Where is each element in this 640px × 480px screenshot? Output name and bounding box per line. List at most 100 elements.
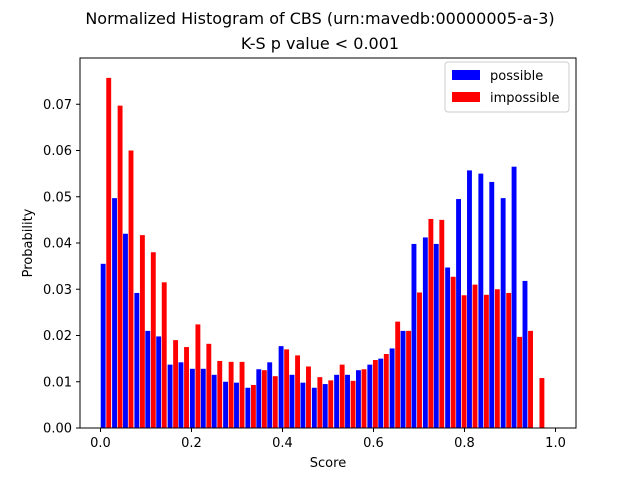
- chart-subtitle: K-S p value < 0.001: [241, 34, 399, 53]
- bar-impossible-17: [295, 355, 301, 428]
- bar-impossible-34: [483, 294, 489, 428]
- bar-possible-7: [178, 362, 184, 428]
- bar-possible-3: [134, 292, 140, 428]
- bar-impossible-5: [161, 282, 167, 428]
- bar-impossible-39: [539, 378, 545, 428]
- bar-possible-5: [156, 336, 162, 428]
- bar-possible-6: [167, 364, 173, 428]
- x-axis-label: Score: [310, 456, 346, 471]
- bar-impossible-0: [106, 77, 112, 428]
- bar-impossible-28: [417, 292, 422, 428]
- bar-possible-12: [234, 382, 239, 428]
- bar-possible-0: [100, 263, 106, 428]
- x-tick-label: 0.2: [181, 436, 202, 451]
- bar-possible-26: [389, 348, 395, 428]
- bar-possible-14: [256, 369, 262, 428]
- y-tick-label: 0.07: [43, 98, 72, 113]
- legend-swatch-possible: [452, 70, 480, 80]
- y-axis: 0.00 0.01 0.02 0.03 0.04 0.05 0.06 0.07: [43, 98, 80, 437]
- y-tick-label: 0.02: [43, 329, 72, 344]
- bar-impossible-20: [328, 380, 334, 428]
- bar-impossible-37: [517, 336, 523, 428]
- bar-possible-9: [200, 368, 206, 428]
- bar-possible-34: [478, 173, 484, 428]
- bar-impossible-8: [195, 324, 201, 428]
- bar-impossible-10: [217, 360, 223, 428]
- bar-possible-23: [355, 370, 361, 428]
- bar-possible-2: [123, 233, 128, 428]
- bar-possible-1: [112, 198, 117, 428]
- bar-possible-13: [245, 387, 251, 428]
- bar-impossible-6: [173, 340, 179, 428]
- bar-impossible-26: [395, 321, 401, 428]
- bar-impossible-32: [461, 295, 467, 428]
- bar-impossible-13: [250, 384, 256, 428]
- x-tick-label: 0.4: [272, 436, 293, 451]
- x-tick-label: 1.0: [545, 436, 566, 451]
- bar-impossible-19: [317, 377, 323, 428]
- bar-possible-17: [289, 374, 295, 428]
- bar-impossible-1: [117, 105, 123, 428]
- bar-impossible-3: [139, 235, 145, 428]
- bar-possible-28: [411, 243, 417, 428]
- y-tick-label: 0.01: [43, 375, 72, 390]
- legend: possible impossible: [444, 61, 570, 113]
- bar-possible-27: [400, 330, 406, 428]
- bar-impossible-16: [284, 349, 290, 428]
- legend-label-possible: possible: [490, 69, 543, 84]
- bar-possible-15: [267, 362, 273, 428]
- bar-impossible-35: [494, 289, 500, 428]
- bar-impossible-24: [372, 360, 378, 428]
- bar-impossible-2: [128, 150, 134, 428]
- bar-impossible-15: [272, 376, 278, 428]
- bar-impossible-21: [339, 364, 345, 428]
- bar-impossible-9: [206, 343, 212, 428]
- bar-possible-35: [489, 181, 495, 428]
- y-tick-label: 0.03: [43, 283, 72, 298]
- x-axis: 0.0 0.2 0.4 0.6 0.8 1.0: [90, 428, 566, 451]
- bar-possible-36: [500, 198, 506, 428]
- legend-label-impossible: impossible: [490, 91, 560, 106]
- bar-possible-31: [445, 267, 451, 428]
- bar-impossible-33: [472, 284, 478, 428]
- bar-possible-18: [300, 382, 306, 428]
- bar-possible-21: [334, 374, 340, 428]
- legend-swatch-impossible: [452, 92, 480, 102]
- bar-possible-25: [378, 358, 384, 428]
- bars-group: [100, 77, 545, 428]
- bar-impossible-12: [239, 361, 245, 428]
- bar-impossible-31: [450, 276, 456, 428]
- bar-impossible-29: [428, 218, 434, 428]
- bar-possible-19: [311, 387, 317, 428]
- x-tick-label: 0.8: [454, 436, 475, 451]
- bar-possible-38: [522, 280, 528, 428]
- bar-impossible-22: [350, 380, 356, 428]
- bar-possible-8: [189, 368, 195, 428]
- y-tick-label: 0.00: [43, 422, 72, 437]
- bar-possible-11: [223, 381, 229, 428]
- y-tick-label: 0.04: [43, 237, 72, 252]
- x-tick-label: 0.0: [90, 436, 111, 451]
- bar-possible-16: [278, 346, 284, 428]
- bar-impossible-27: [406, 330, 412, 428]
- bar-impossible-4: [150, 252, 156, 428]
- bar-impossible-18: [306, 366, 311, 428]
- y-tick-label: 0.05: [43, 190, 72, 205]
- bar-impossible-7: [184, 347, 189, 428]
- bar-possible-37: [511, 166, 517, 428]
- bar-possible-32: [456, 199, 461, 428]
- bar-possible-20: [322, 384, 328, 428]
- chart-title: Normalized Histogram of CBS (urn:mavedb:…: [85, 9, 554, 28]
- y-tick-label: 0.06: [43, 144, 72, 159]
- bar-possible-22: [345, 374, 350, 428]
- bar-possible-10: [211, 374, 217, 428]
- bar-possible-4: [145, 330, 151, 428]
- y-axis-label: Probability: [21, 208, 36, 277]
- bar-impossible-23: [361, 369, 367, 428]
- bar-impossible-25: [383, 354, 389, 428]
- bar-possible-29: [422, 237, 428, 428]
- bar-impossible-11: [228, 361, 234, 428]
- bar-impossible-38: [528, 330, 533, 428]
- bar-possible-30: [433, 243, 439, 428]
